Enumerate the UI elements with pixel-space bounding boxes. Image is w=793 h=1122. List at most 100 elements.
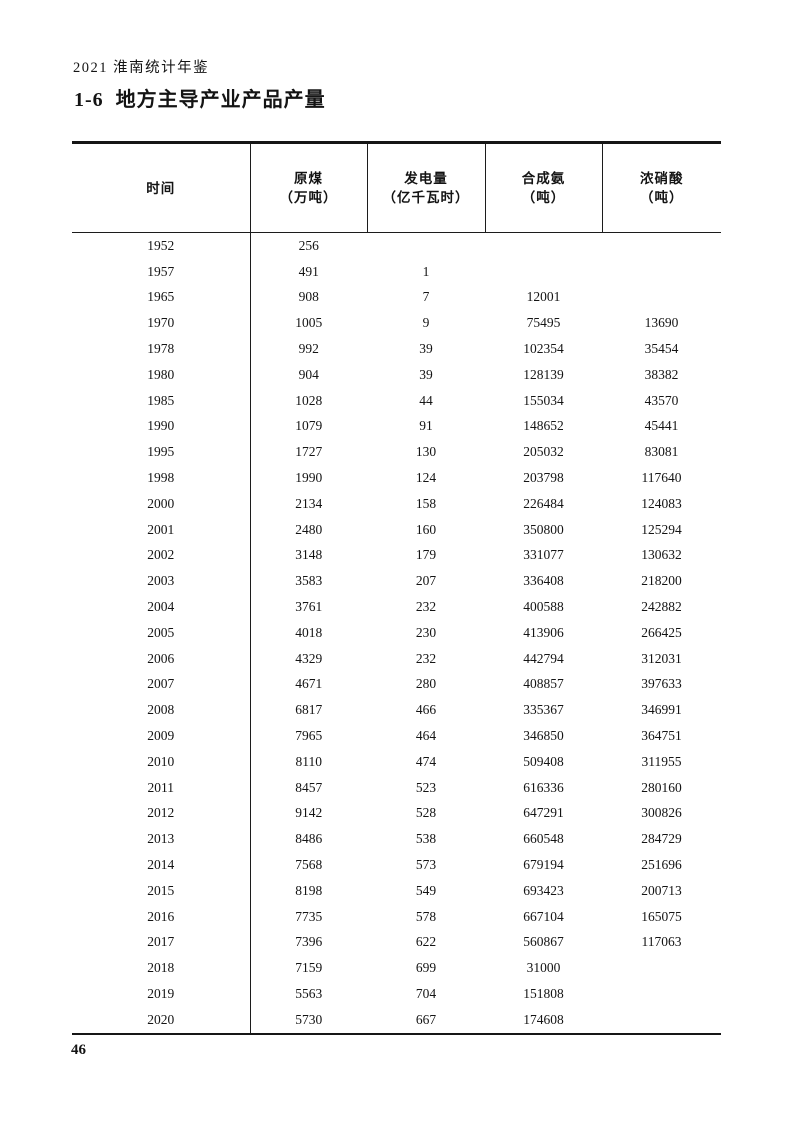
cell-time: 2006 bbox=[72, 645, 251, 672]
cell-electricity: 699 bbox=[415, 960, 437, 976]
cell-synthetic-ammonia: 174608 bbox=[523, 1011, 564, 1027]
cell-synthetic-ammonia: 205032 bbox=[523, 444, 564, 460]
col-header-raw-coal: 原煤 （万吨） bbox=[250, 142, 368, 233]
cell-nitric-acid: 280160 bbox=[641, 779, 682, 795]
cell-electricity: 207 bbox=[415, 573, 437, 589]
cell-nitric-acid: 312031 bbox=[641, 650, 682, 666]
cell-nitric-acid: 397633 bbox=[641, 676, 682, 692]
cell-raw-coal: 1727 bbox=[295, 444, 323, 460]
col-header-time: 时间 bbox=[72, 142, 251, 233]
cell-synthetic-ammonia: 413906 bbox=[523, 624, 564, 640]
cell-nitric-acid: 45441 bbox=[644, 418, 679, 434]
cell-synthetic-ammonia: 128139 bbox=[523, 366, 564, 382]
table-row: 2019 5563 704 151808 bbox=[72, 981, 721, 1007]
cell-raw-coal: 908 bbox=[298, 289, 319, 305]
cell-synthetic-ammonia: 679194 bbox=[523, 857, 564, 873]
table-row: 1952 256 bbox=[72, 232, 721, 259]
cell-synthetic-ammonia: 75495 bbox=[526, 315, 561, 331]
cell-nitric-acid bbox=[602, 955, 721, 981]
table-row: 2010 8110 474 509408 311955 bbox=[72, 748, 721, 775]
cell-synthetic-ammonia: 660548 bbox=[523, 831, 564, 847]
table-row: 2015 8198 549 693423 200713 bbox=[72, 877, 721, 904]
table-row: 2009 7965 464 346850 364751 bbox=[72, 723, 721, 749]
cell-raw-coal: 6817 bbox=[295, 702, 323, 718]
cell-synthetic-ammonia: 12001 bbox=[526, 289, 561, 305]
cell-synthetic-ammonia: 400588 bbox=[523, 599, 564, 615]
cell-time: 2002 bbox=[72, 542, 251, 569]
cell-raw-coal: 4329 bbox=[295, 650, 323, 666]
cell-raw-coal: 9142 bbox=[295, 805, 323, 821]
cell-time: 2001 bbox=[72, 516, 251, 543]
cell-synthetic-ammonia: 155034 bbox=[523, 392, 564, 408]
cell-synthetic-ammonia: 442794 bbox=[523, 650, 564, 666]
table-row: 2007 4671 280 408857 397633 bbox=[72, 671, 721, 698]
cell-raw-coal: 7568 bbox=[295, 857, 323, 873]
cell-electricity: 160 bbox=[415, 521, 437, 537]
cell-nitric-acid: 13690 bbox=[644, 315, 679, 331]
cell-electricity: 523 bbox=[415, 779, 437, 795]
cell-electricity: 158 bbox=[415, 495, 437, 511]
cell-nitric-acid bbox=[602, 981, 721, 1007]
cell-time: 2012 bbox=[72, 800, 251, 827]
cell-raw-coal: 8198 bbox=[295, 882, 323, 898]
table-row: 1990 1079 91 148652 45441 bbox=[72, 413, 721, 440]
page-number: 46 bbox=[71, 1042, 86, 1058]
col-label-nitric-acid: 浓硝酸 bbox=[640, 171, 684, 186]
cell-electricity: 130 bbox=[415, 444, 437, 460]
cell-raw-coal: 2480 bbox=[295, 521, 323, 537]
col-header-synthetic-ammonia: 合成氨 （吨） bbox=[485, 142, 603, 233]
cell-time: 2018 bbox=[72, 955, 251, 982]
cell-electricity: 466 bbox=[415, 702, 437, 718]
cell-electricity: 667 bbox=[415, 1011, 437, 1027]
cell-synthetic-ammonia: 331077 bbox=[523, 547, 564, 563]
cell-electricity: 232 bbox=[415, 650, 437, 666]
cell-time: 2020 bbox=[72, 1006, 251, 1034]
cell-time: 2004 bbox=[72, 594, 251, 620]
cell-electricity: 44 bbox=[419, 392, 433, 408]
table-row: 2016 7735 578 667104 165075 bbox=[72, 903, 721, 930]
cell-electricity: 464 bbox=[415, 728, 437, 744]
cell-synthetic-ammonia: 102354 bbox=[523, 341, 564, 357]
cell-time: 1957 bbox=[72, 258, 251, 285]
cell-raw-coal: 1005 bbox=[295, 315, 323, 331]
cell-time: 1970 bbox=[72, 310, 251, 337]
cell-time: 1995 bbox=[72, 439, 251, 466]
cell-nitric-acid: 311955 bbox=[641, 753, 682, 769]
cell-synthetic-ammonia bbox=[485, 233, 602, 259]
cell-nitric-acid: 117063 bbox=[641, 934, 682, 950]
col-label-raw-coal: 原煤 bbox=[294, 171, 323, 186]
cell-nitric-acid: 251696 bbox=[641, 857, 682, 873]
cell-raw-coal: 8110 bbox=[295, 753, 323, 769]
cell-raw-coal: 4018 bbox=[295, 624, 323, 640]
cell-electricity: 1 bbox=[422, 263, 430, 279]
cell-electricity: 124 bbox=[415, 470, 437, 486]
cell-time: 2007 bbox=[72, 671, 251, 698]
cell-time: 2003 bbox=[72, 568, 251, 595]
cell-raw-coal: 1079 bbox=[295, 418, 323, 434]
col-header-nitric-acid: 浓硝酸 （吨） bbox=[602, 142, 721, 233]
cell-electricity bbox=[367, 233, 485, 259]
cell-synthetic-ammonia bbox=[485, 259, 602, 285]
cell-time: 1998 bbox=[72, 465, 251, 491]
cell-nitric-acid bbox=[602, 233, 721, 259]
cell-nitric-acid: 165075 bbox=[641, 908, 682, 924]
cell-raw-coal: 491 bbox=[298, 263, 319, 279]
table-row: 2011 8457 523 616336 280160 bbox=[72, 774, 721, 801]
table-row: 2006 4329 232 442794 312031 bbox=[72, 645, 721, 672]
cell-electricity: 280 bbox=[415, 676, 437, 692]
cell-time: 2011 bbox=[72, 774, 251, 801]
cell-nitric-acid: 43570 bbox=[644, 392, 679, 408]
cell-time: 2016 bbox=[72, 903, 251, 930]
cell-raw-coal: 4671 bbox=[295, 676, 323, 692]
table-row: 2004 3761 232 400588 242882 bbox=[72, 594, 721, 620]
table-row: 2000 2134 158 226484 124083 bbox=[72, 490, 721, 517]
cell-nitric-acid bbox=[602, 285, 721, 311]
cell-synthetic-ammonia: 148652 bbox=[523, 418, 564, 434]
cell-nitric-acid bbox=[602, 259, 721, 285]
cell-nitric-acid: 300826 bbox=[641, 805, 682, 821]
cell-synthetic-ammonia: 346850 bbox=[523, 728, 564, 744]
cell-electricity: 474 bbox=[415, 753, 437, 769]
page-title: 1-6 地方主导产业产品产量 bbox=[74, 89, 326, 111]
cell-raw-coal: 992 bbox=[298, 341, 319, 357]
